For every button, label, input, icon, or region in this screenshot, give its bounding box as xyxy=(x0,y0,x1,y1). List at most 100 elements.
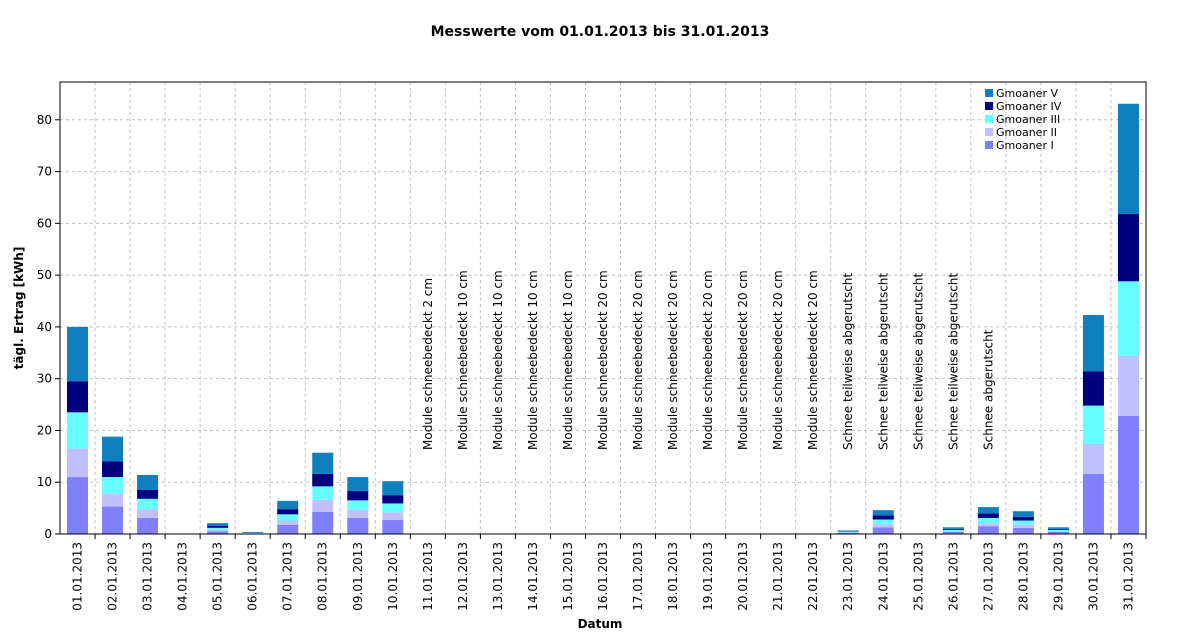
bar-segment xyxy=(837,530,859,531)
bar-segment xyxy=(137,474,159,490)
bar-segment xyxy=(67,412,89,449)
x-tick-label: 03.01.2013 xyxy=(141,542,155,611)
bar-segment xyxy=(347,509,369,518)
bar-segment xyxy=(942,528,964,530)
bar-segment xyxy=(977,526,999,534)
bar-segment xyxy=(137,509,159,518)
legend-label: Gmoaner III xyxy=(996,113,1060,126)
bar-segment xyxy=(137,489,159,499)
bar-segment xyxy=(1117,103,1139,215)
x-tick-label: 22.01.2013 xyxy=(806,542,820,611)
bar-segment xyxy=(1117,281,1139,356)
annotation: Module schneebedeckt 10 cm xyxy=(561,270,575,450)
legend-label: Gmoaner IV xyxy=(996,100,1062,113)
annotation: Module schneebedeckt 20 cm xyxy=(666,270,680,450)
bar-segment xyxy=(872,510,894,516)
bar-segment xyxy=(977,507,999,514)
bar-segment xyxy=(382,503,404,513)
bar-segment xyxy=(837,531,859,533)
bar-segment xyxy=(837,530,859,532)
x-tick-label: 13.01.2013 xyxy=(491,542,505,611)
y-tick-label: 20 xyxy=(37,423,52,437)
bar-segment xyxy=(102,461,124,478)
legend-swatch xyxy=(985,128,993,136)
x-tick-label: 21.01.2013 xyxy=(771,542,785,611)
bar-segment xyxy=(1012,524,1034,528)
y-tick-label: 0 xyxy=(44,527,52,541)
legend-label: Gmoaner II xyxy=(996,126,1057,139)
annotation: Schnee teilweise abgerutscht xyxy=(876,273,890,450)
bar-segment xyxy=(207,525,229,528)
legend-swatch xyxy=(985,115,993,123)
annotation: Module schneebedeckt 20 cm xyxy=(596,270,610,450)
bar-segment xyxy=(102,477,124,494)
bar-segment xyxy=(312,499,334,512)
bar-segment xyxy=(977,517,999,524)
bar-segment xyxy=(207,527,229,530)
x-tick-label: 19.01.2013 xyxy=(701,542,715,611)
bar-segment xyxy=(347,491,369,501)
bar-segment xyxy=(67,448,89,478)
bar-segment xyxy=(942,527,964,529)
plot-area xyxy=(60,82,1146,534)
y-tick-label: 60 xyxy=(37,216,52,230)
bar-segment xyxy=(382,512,404,521)
bar-segment xyxy=(312,486,334,500)
x-tick-label: 04.01.2013 xyxy=(176,542,190,611)
bar-segment xyxy=(312,473,334,487)
bar-segment xyxy=(1012,516,1034,521)
x-tick-label: 25.01.2013 xyxy=(911,542,925,611)
bar-segment xyxy=(942,529,964,531)
bar-segment xyxy=(102,436,124,462)
x-tick-label: 26.01.2013 xyxy=(946,542,960,611)
x-tick-label: 11.01.2013 xyxy=(421,542,435,611)
bar-segment xyxy=(242,532,264,533)
y-tick-label: 70 xyxy=(37,165,52,179)
annotation: Schnee teilweise abgerutscht xyxy=(911,273,925,450)
legend-swatch xyxy=(985,89,993,97)
bar-segment xyxy=(137,498,159,510)
bar-segment xyxy=(1117,415,1139,534)
bar-segment xyxy=(872,519,894,525)
x-tick-label: 31.01.2013 xyxy=(1121,542,1135,611)
bar-segment xyxy=(837,532,859,533)
bar-segment xyxy=(207,531,229,534)
bar-segment xyxy=(137,517,159,534)
bar-segment xyxy=(67,326,89,382)
bar-segment xyxy=(382,495,404,504)
bar-segment xyxy=(277,514,299,521)
legend-swatch xyxy=(985,141,993,149)
annotation: Schnee abgerutscht xyxy=(981,329,995,450)
bar-segment xyxy=(1082,473,1104,534)
bar-segment xyxy=(312,511,334,534)
x-tick-label: 01.01.2013 xyxy=(71,542,85,611)
bar-segment xyxy=(1012,527,1034,534)
x-axis-title: Datum xyxy=(578,617,623,631)
bar-segment xyxy=(312,452,334,474)
bar-segment xyxy=(102,506,124,534)
x-tick-label: 24.01.2013 xyxy=(876,542,890,611)
x-tick-label: 29.01.2013 xyxy=(1051,542,1065,611)
bar-segment xyxy=(872,527,894,534)
annotation: Module schneebedeckt 10 cm xyxy=(491,270,505,450)
bar-segment xyxy=(1047,530,1069,532)
annotation: Module schneebedeckt 20 cm xyxy=(771,270,785,450)
x-tick-label: 30.01.2013 xyxy=(1086,542,1100,611)
bar-segment xyxy=(277,520,299,525)
x-tick-label: 06.01.2013 xyxy=(246,542,260,611)
y-tick-label: 50 xyxy=(37,268,52,282)
x-tick-label: 08.01.2013 xyxy=(316,542,330,611)
x-tick-label: 09.01.2013 xyxy=(351,542,365,611)
annotation: Module schneebedeckt 10 cm xyxy=(526,270,540,450)
annotation: Module schneebedeckt 20 cm xyxy=(631,270,645,450)
annotation: Module schneebedeckt 20 cm xyxy=(806,270,820,450)
plot-border xyxy=(59,81,1147,535)
legend-swatch xyxy=(985,102,993,110)
chart-title: Messwerte vom 01.01.2013 bis 31.01.2013 xyxy=(431,24,770,40)
x-tick-label: 23.01.2013 xyxy=(841,542,855,611)
x-tick-label: 14.01.2013 xyxy=(526,542,540,611)
bar-segment xyxy=(1082,405,1104,444)
y-tick-label: 30 xyxy=(37,372,52,386)
x-tick-label: 15.01.2013 xyxy=(561,542,575,611)
